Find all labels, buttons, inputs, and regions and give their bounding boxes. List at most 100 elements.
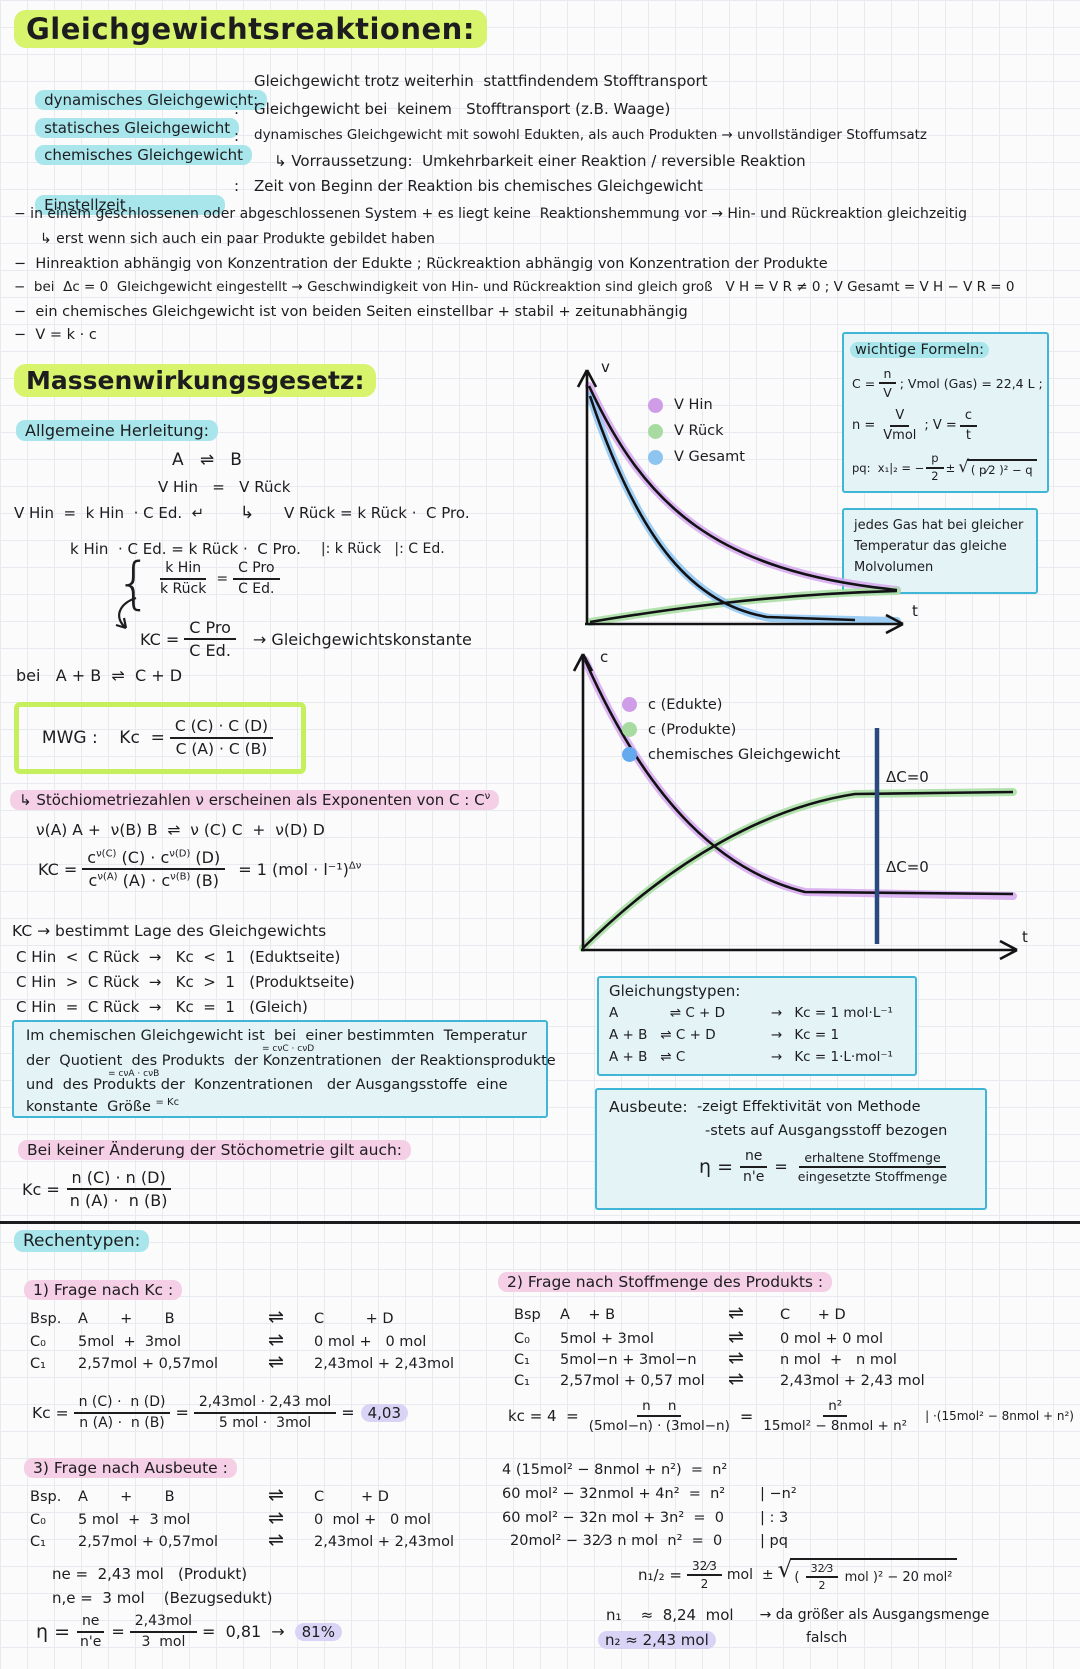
row-label: Bsp. [30,1311,62,1327]
kc-arrow-label: → Gleichgewichtskonstante [252,629,472,649]
curved-arrow-shaft [118,596,137,629]
definition-row: chemisches Gleichgewicht : dynamisches G… [16,127,927,165]
definition-row: statisches Gleichgewicht : Gleichgewicht… [16,100,670,138]
eta-f1n: ne [76,1613,105,1633]
y-axis [576,369,598,624]
f3-num: p [926,451,944,469]
brace-glyph: { [116,551,152,616]
stoich-kc-denominator: cν(A) (A) · cν(B) (B) [84,870,224,890]
result-n1-note2: falsch [806,1630,848,1646]
curved-arrow-icon [115,596,137,630]
curve-edukte [583,659,1014,896]
t3-table-row: C₀ 5 mol + 3 mol ⇌ 0 mol + 0 mol [30,1507,431,1529]
eta-den: n'e [743,1168,765,1185]
row-right: n mol + n mol [780,1352,897,1368]
step-eq: 20mol² − 32⁄3 n mol n² = 0 [510,1533,723,1549]
ratio-equals: = [216,570,229,587]
stoich-equation: ν(A) A + ν(B) B ⇌ ν (C) C + ν(D) D [36,821,325,839]
note-line: − bei Δc = 0 Gleichgewicht eingestellt →… [14,279,1015,295]
eta-f2n: 2,43mol [129,1613,198,1633]
y-axis [572,653,594,950]
equation-type-row: A + B ⇌ C → Kc = 1·L·mol⁻¹ [609,1049,893,1065]
definition-text: Gleichgewicht trotz weiterhin stattfinde… [254,72,708,90]
legend-label: c (Edukte) [648,696,723,713]
f2-mid: ; V = [924,418,957,434]
note-line: − Hinreaktion abhängig von Konzentration… [14,256,828,272]
calc-f1d: n (A) · n (B) [79,1414,165,1431]
legend-item: c (Produkte) [622,717,840,742]
arrow-icon: → [771,1027,783,1043]
equilibrium-info-box: Im chemischen Gleichgewicht ist bei eine… [12,1020,556,1118]
row-label: C₁ [514,1373,530,1389]
subsection-heading: Allgemeine Herleitung: [16,420,219,441]
d3: (B) [190,871,219,891]
info-annotation: = cνA · cνB [108,1069,160,1079]
stoich-head-text: ↳ Stöchiometriezahlen ν erscheinen als E… [19,791,485,809]
d1-sup: ν(A) [97,871,118,883]
equation-type-row: A ⇌ C + D → Kc = 1 mol·L⁻¹ [609,1005,893,1021]
row-right: C + D [314,1311,394,1327]
kc-definition-row: KC = C Pro C Ed. → Gleichgewichtskonstan… [140,618,472,660]
f2-num1: V [890,408,910,427]
stoech-note-head-wrap: Bei keiner Änderung der Stöchometrie gil… [18,1140,412,1160]
row-label: C₁ [30,1356,46,1372]
row-left: 5mol−n + 3mol−n [560,1352,697,1368]
definition-term: statisches Gleichgewicht [35,118,240,138]
pq-frac2: 32⁄3 2 [805,1562,839,1592]
stoech-note-formula: Kc = n (C) · n (D) n (A) · n (B) [22,1168,177,1210]
equation-type-row: A + B ⇌ C + D → Kc = 1 [609,1027,839,1043]
eq-rhs: Kc = 1 mol·L⁻¹ [794,1005,893,1021]
lage-row: C Hin = C Rück → Kc = 1 (Gleich) [16,998,308,1016]
curve-produkte [582,790,1014,949]
step-eq: 4 (15mol² − 8nmol + n²) = n² [502,1462,728,1478]
row-left: A + B [560,1307,616,1323]
formula-line-2: n = V Vmol ; V = c t [852,408,980,443]
legend-item: V Rück [648,418,745,444]
legend-dot-vhin [648,397,663,413]
equation-balance: k Hin · C Ed. = k Rück · C Pro. [70,540,301,558]
eta-frac2: 2,43mol 3 mol [129,1613,198,1651]
harpoon-icon: ⇌ [728,1347,744,1369]
graph-c-legend: c (Edukte) c (Produkte) chemisches Gleic… [622,692,840,767]
f2-frac1: V Vmol [878,408,921,443]
legend-item: V Hin [648,392,745,418]
info-line: der Quotient des Produkts der Konzentrat… [26,1053,556,1069]
equation-ab: A ⇌ B [172,450,242,470]
arrow-icon: → [271,1622,285,1642]
info-line: und des Produkts der Konzentrationen der… [26,1077,508,1093]
pq-mid: mol ± [726,1567,774,1584]
eq-rhs: Kc = 1 [794,1027,840,1043]
kc4-note: | ·(15mol² − 8nmol + n²) [925,1409,1074,1424]
harpoon-icon: ⇌ [268,1306,284,1328]
f2-num2: c [959,408,977,427]
equation-types-title: Gleichungstypen: [609,982,741,1000]
row-left: 5 mol + 3 mol [78,1512,191,1528]
row-right: C + D [780,1307,846,1323]
harpoon-icon: ⇌ [268,1329,284,1351]
rechnen-heading-wrap: Rechentypen: [14,1230,150,1252]
eq-rhs: Kc = 1·L·mol⁻¹ [794,1049,893,1065]
curve-vrueck [589,589,898,624]
eta-den2: eingesetzte Stoffmenge [797,1168,948,1184]
f1-num: n [878,366,897,384]
t3-table-row: C₁ 2,57mol + 0,57mol ⇌ 2,43mol + 2,43mol [30,1529,454,1551]
step-note: | −n² [760,1486,797,1502]
row-right: 0 mol + 0 mol [314,1334,427,1350]
formulas-box-title-wrap: wichtige Formeln: [850,339,990,358]
definition-term: dynamisches Gleichgewicht: [35,90,268,110]
row-right: 0 mol + 0 mol [780,1331,884,1347]
f3-den: 2 [931,468,939,483]
legend-dot-edukte [622,697,637,712]
f1-rest: ; Vmol (Gas) = 22,4 L ; [899,375,1043,391]
kc4-f2n: n² [823,1398,848,1418]
calc-eq: = [175,1403,189,1423]
rhs-text: = 1 (mol · l⁻¹) [238,859,349,879]
t2-head-wrap: 2) Frage nach Stoffmenge des Produkts : [498,1272,833,1292]
t2-table-row: C₁ 5mol−n + 3mol−n ⇌ n mol + n mol [514,1347,897,1369]
pq-f1n: 32⁄3 [686,1559,722,1577]
f2-den2: t [965,427,971,443]
section-heading-wrap: Massenwirkungsgesetz: [14,364,377,397]
f3-frac: p 2 [926,451,944,484]
ausbeute-line: -zeigt Effektivität von Methode [697,1099,921,1115]
t2-table-row: C₁ 2,57mol + 0,57 mol ⇌ 2,43mol + 2,43 m… [514,1368,925,1390]
